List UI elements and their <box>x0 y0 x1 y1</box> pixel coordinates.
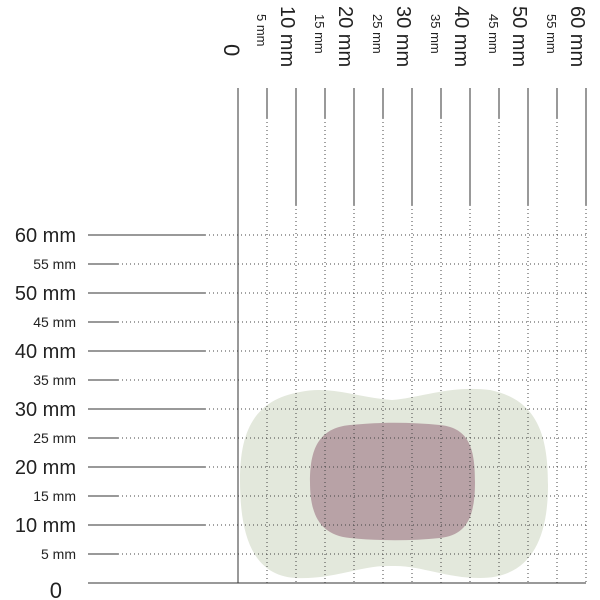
x-label: 5 mm <box>254 14 269 47</box>
x-label: 55 mm <box>544 14 559 54</box>
y-label: 30 mm <box>15 399 76 421</box>
x-label: 30 mm <box>392 6 414 67</box>
y-label: 25 mm <box>33 430 76 446</box>
x-label: 60 mm <box>566 6 588 67</box>
y-label: 55 mm <box>33 256 76 272</box>
y-label: 20 mm <box>15 457 76 479</box>
x-label: 20 mm <box>334 6 356 67</box>
inner-pad <box>310 422 475 541</box>
y-label: 50 mm <box>15 283 76 305</box>
grid-lines <box>88 88 587 583</box>
y-label: 35 mm <box>33 372 76 388</box>
x-label: 25 mm <box>370 14 385 54</box>
x-label: 15 mm <box>312 14 327 54</box>
y-label: 60 mm <box>15 225 76 247</box>
y-label: 45 mm <box>33 314 76 330</box>
x-label: 35 mm <box>428 14 443 54</box>
x-label: 50 mm <box>508 6 530 67</box>
y-label: 5 mm <box>41 546 76 562</box>
x-label: 0 <box>219 44 244 56</box>
x-label: 10 mm <box>276 6 298 67</box>
y-label: 15 mm <box>33 488 76 504</box>
x-label: 40 mm <box>450 6 472 67</box>
y-label: 0 <box>50 578 62 600</box>
y-label: 40 mm <box>15 341 76 363</box>
x-label: 45 mm <box>486 14 501 54</box>
y-label: 10 mm <box>15 515 76 537</box>
